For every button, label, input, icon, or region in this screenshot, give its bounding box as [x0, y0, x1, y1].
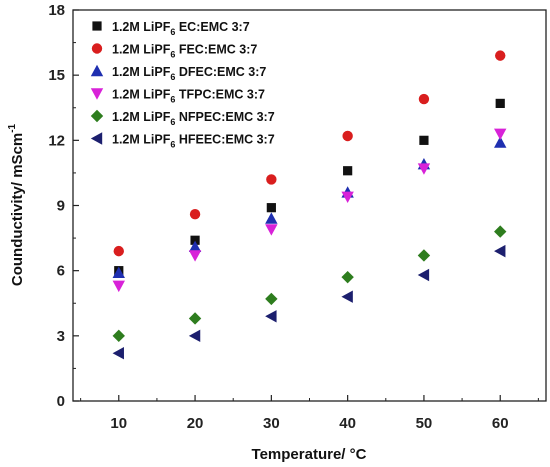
legend-entry: 1.2M LiPF6 TFPC:EMC 3:7 [90, 88, 265, 105]
data-point [494, 128, 507, 141]
legend-label: 1.2M LiPF6 EC:EMC 3:7 [112, 20, 250, 37]
data-point [265, 310, 277, 323]
data-point [112, 329, 125, 343]
legend-label: 1.2M LiPF6 FEC:EMC 3:7 [112, 43, 257, 60]
legend-label-main: 1.2M LiPF [112, 65, 171, 79]
x-tick-label: 20 [187, 415, 204, 432]
legend-marker [92, 21, 102, 31]
data-point [265, 292, 278, 306]
data-point [494, 136, 507, 148]
series-diamond [112, 225, 507, 343]
x-tick-label: 60 [492, 415, 509, 432]
legend-label: 1.2M LiPF6 TFPC:EMC 3:7 [112, 88, 265, 105]
data-point [188, 329, 201, 343]
data-point [495, 50, 506, 61]
data-point [417, 249, 431, 262]
series-triangle-up [112, 136, 507, 279]
legend-label-main: 1.2M LiPF [112, 133, 171, 147]
legend-label-rest: HFEEC:EMC 3:7 [175, 133, 274, 147]
data-point [495, 98, 505, 109]
y-axis-title: Counductivity/ mScm-1 [7, 123, 26, 286]
y-tick-labels: 0 3 6 9 12 15 18 [48, 2, 65, 410]
data-point [113, 245, 124, 257]
data-point [266, 203, 276, 213]
legend-label-subscript: 6 [170, 117, 175, 127]
series-circle [113, 50, 506, 257]
data-point [112, 347, 124, 360]
data-point [342, 130, 353, 142]
series-triangle-left [112, 244, 506, 360]
legend-label-main: 1.2M LiPF [112, 43, 171, 57]
data-point [265, 212, 278, 224]
legend-label-subscript: 6 [170, 27, 175, 37]
legend-label: 1.2M LiPF6 DFEC:EMC 3:7 [112, 65, 266, 82]
legend-label-main: 1.2M LiPF [112, 110, 171, 124]
data-point [343, 166, 353, 176]
y-tick-label: 18 [48, 2, 65, 19]
y-axis-title-main: Counductivity/ mScm [9, 133, 26, 286]
data-point [112, 280, 125, 293]
legend-marker [90, 88, 104, 100]
data-point [188, 312, 202, 325]
legend-label-subscript: 6 [170, 140, 175, 150]
legend-label-main: 1.2M LiPF [112, 88, 171, 102]
data-point [417, 163, 431, 175]
y-tick-label: 6 [57, 263, 65, 280]
data-point [189, 208, 201, 220]
data-point [112, 266, 125, 279]
legend-label-subscript: 6 [170, 50, 175, 60]
legend-label-rest: EC:EMC 3:7 [175, 20, 249, 34]
legend-marker [90, 132, 103, 145]
series-triangle-down [112, 128, 507, 293]
legend-label-main: 1.2M LiPF [112, 20, 171, 34]
legend-entry: 1.2M LiPF6 EC:EMC 3:7 [92, 20, 250, 37]
data-point [265, 224, 278, 236]
data-point [188, 250, 202, 262]
y-tick-label: 0 [57, 393, 65, 410]
data-point [494, 244, 506, 258]
legend-label-rest: DFEC:EMC 3:7 [175, 65, 266, 79]
x-tick-labels: 10 20 30 40 50 60 [110, 415, 508, 432]
legend-entry: 1.2M LiPF6 HFEEC:EMC 3:7 [90, 132, 275, 150]
legend-entry: 1.2M LiPF6 NFPEC:EMC 3:7 [90, 109, 275, 127]
legend-entry: 1.2M LiPF6 FEC:EMC 3:7 [91, 43, 257, 60]
legend-marker [90, 64, 104, 77]
data-point [266, 174, 277, 185]
axis-ticks [73, 9, 539, 402]
y-tick-label: 9 [57, 198, 65, 215]
data-point [341, 270, 354, 284]
legend-marker [90, 109, 104, 123]
data-point [341, 191, 354, 204]
legend: 1.2M LiPF6 EC:EMC 3:71.2M LiPF6 FEC:EMC … [90, 20, 275, 150]
x-tick-label: 50 [416, 415, 433, 432]
data-point [419, 135, 429, 145]
legend-label: 1.2M LiPF6 NFPEC:EMC 3:7 [112, 110, 275, 127]
x-tick-label: 30 [263, 415, 280, 432]
y-axis-title-superscript: -1 [7, 123, 18, 132]
legend-label-rest: FEC:EMC 3:7 [175, 43, 257, 57]
data-point [341, 290, 353, 303]
x-tick-label: 10 [110, 415, 127, 432]
data-point [417, 268, 430, 282]
x-axis-title: Temperature/ °C [252, 446, 367, 463]
legend-label-subscript: 6 [170, 72, 175, 82]
data-point [190, 235, 200, 245]
legend-label-subscript: 6 [170, 95, 175, 105]
legend-label-rest: NFPEC:EMC 3:7 [175, 110, 274, 124]
data-point [188, 240, 202, 252]
data-point [494, 225, 507, 238]
legend-label: 1.2M LiPF6 HFEEC:EMC 3:7 [112, 133, 275, 150]
data-point [418, 93, 430, 105]
y-tick-label: 12 [48, 132, 65, 149]
legend-entry: 1.2M LiPF6 DFEC:EMC 3:7 [90, 64, 266, 82]
y-tick-label: 15 [48, 67, 65, 84]
legend-label-rest: TFPC:EMC 3:7 [175, 88, 265, 102]
data-points [112, 50, 507, 360]
legend-marker [91, 43, 103, 54]
y-tick-label: 3 [57, 328, 65, 345]
x-tick-label: 40 [339, 415, 356, 432]
